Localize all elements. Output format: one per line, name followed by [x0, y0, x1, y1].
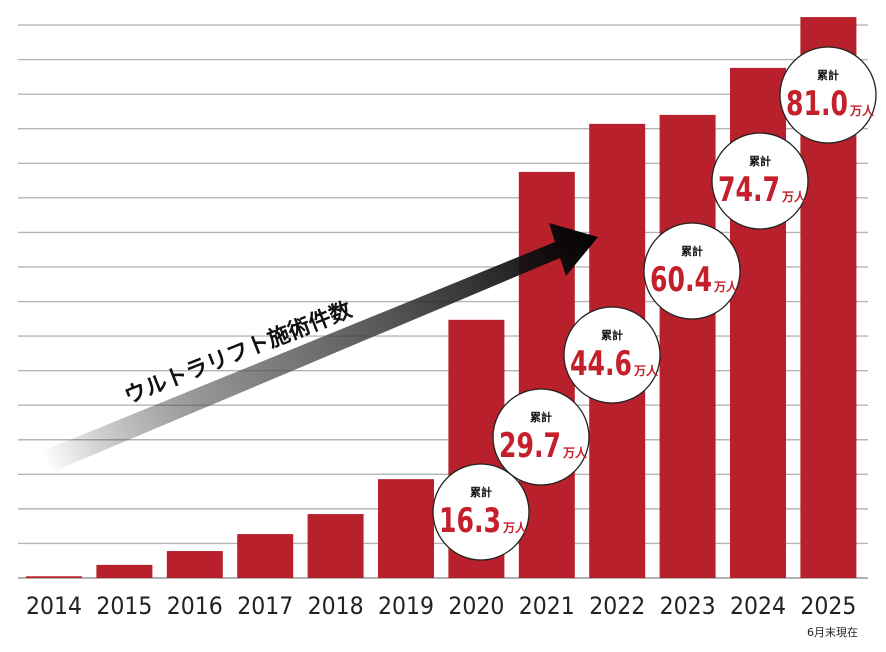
x-tick-2014: 2014 [26, 592, 82, 620]
bar-2017 [237, 534, 294, 578]
cumulative-badge-2021: 累計 29.7 万人 [492, 388, 590, 486]
bar-2015 [96, 564, 153, 578]
badge-value-line: 44.6 万人 [570, 344, 659, 384]
badge-unit: 万人 [633, 363, 659, 378]
x-tick-2025: 2025 [800, 592, 856, 620]
badge-label: 累計 [470, 485, 492, 499]
bar-2023 [659, 114, 716, 578]
x-tick-2015: 2015 [96, 592, 152, 620]
cumulative-badge-2020: 累計 16.3 万人 [432, 463, 530, 561]
bar-2014 [26, 576, 82, 578]
badge-label: 累計 [817, 68, 839, 82]
badge-value: 74.7 [718, 170, 780, 210]
badge-unit: 万人 [849, 103, 875, 118]
bar-2019 [378, 479, 434, 578]
x-tick-2023: 2023 [660, 592, 716, 620]
badge-unit: 万人 [781, 189, 807, 204]
badge-circle [432, 463, 530, 561]
badge-value: 29.7 [499, 426, 561, 466]
bar-2018 [307, 514, 364, 578]
x-tick-2019: 2019 [378, 592, 434, 620]
x-tick-2021: 2021 [519, 592, 575, 620]
trend-arrow-shape [40, 223, 598, 473]
x-tick-2018: 2018 [308, 592, 364, 620]
badge-value: 81.0 [786, 84, 848, 124]
footnote: 6月末現在 [807, 625, 858, 639]
badge-circle [711, 132, 809, 230]
badge-circle [643, 222, 741, 320]
x-tick-2024: 2024 [730, 592, 786, 620]
cumulative-badge-2025: 累計 81.0 万人 [779, 46, 877, 144]
badge-circle [492, 388, 590, 486]
badge-value-line: 16.3 万人 [439, 501, 528, 541]
badge-value: 60.4 [650, 260, 712, 300]
badge-value-line: 60.4 万人 [650, 260, 739, 300]
badge-label: 累計 [681, 244, 703, 258]
bar-2016 [166, 551, 223, 578]
badge-unit: 万人 [502, 520, 528, 535]
badge-value-line: 81.0 万人 [786, 84, 875, 124]
cumulative-badge-2022: 累計 44.6 万人 [563, 306, 661, 404]
badge-unit: 万人 [713, 279, 739, 294]
badge-circle [563, 306, 661, 404]
badge-circle [779, 46, 877, 144]
x-axis-tick-labels: 2014 2015 2016 2017 2018 2019 2020 2021 2022 2023… [26, 592, 856, 620]
badge-unit: 万人 [562, 445, 588, 460]
badge-value: 44.6 [570, 344, 632, 384]
bars [26, 17, 857, 579]
badge-value-line: 29.7 万人 [499, 426, 588, 466]
x-tick-2017: 2017 [237, 592, 293, 620]
trend-arrow [40, 223, 598, 473]
x-tick-2022: 2022 [589, 592, 645, 620]
badge-label: 累計 [601, 328, 623, 342]
badge-label: 累計 [530, 410, 552, 424]
badge-label: 累計 [749, 154, 771, 168]
cumulative-badge-2024: 累計 74.7 万人 [711, 132, 809, 230]
badge-value: 16.3 [439, 501, 501, 541]
x-tick-2020: 2020 [448, 592, 504, 620]
cumulative-badge-2023: 累計 60.4 万人 [643, 222, 741, 320]
badge-value-line: 74.7 万人 [718, 170, 807, 210]
x-tick-2016: 2016 [167, 592, 223, 620]
